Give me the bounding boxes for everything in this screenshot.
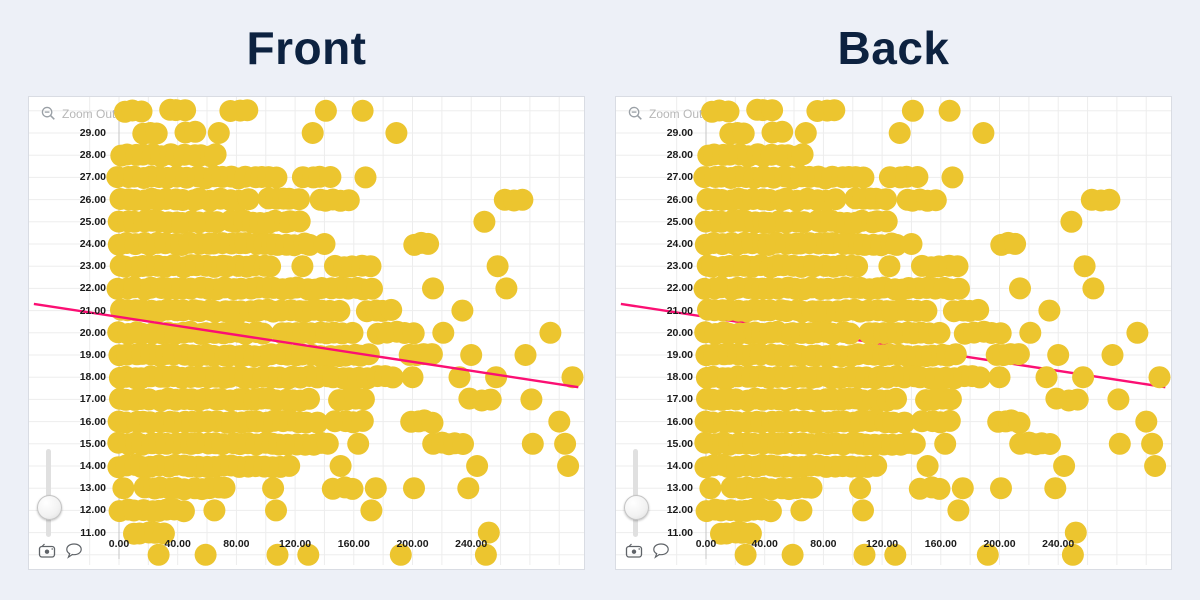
y-tick-label: 24.00 bbox=[79, 238, 106, 250]
y-tick-label: 28.00 bbox=[666, 149, 693, 162]
zoom-out-button[interactable]: Zoom Out bbox=[37, 104, 119, 123]
y-tick-label: 25.00 bbox=[666, 215, 693, 228]
scatter-points bbox=[693, 98, 1171, 566]
x-tick-label: 160.00 bbox=[924, 538, 957, 550]
slider-track[interactable] bbox=[46, 449, 51, 537]
y-tick-label: 11.00 bbox=[667, 526, 693, 539]
y-tick-label: 15.00 bbox=[79, 437, 106, 450]
vertical-zoom-slider[interactable] bbox=[37, 449, 62, 541]
chart-plot-area[interactable] bbox=[616, 97, 1172, 570]
y-tick-label: 27.00 bbox=[666, 171, 693, 184]
y-tick-label: 13.00 bbox=[666, 482, 693, 495]
y-tick-label: 12.00 bbox=[79, 504, 106, 517]
y-tick-label: 24.00 bbox=[666, 238, 693, 250]
y-tick-label: 15.00 bbox=[666, 437, 693, 450]
y-tick-label: 20.00 bbox=[666, 326, 693, 339]
y-tick-label: 16.00 bbox=[666, 415, 693, 428]
slider-knob[interactable] bbox=[37, 495, 62, 520]
panel-back: Back 29.00 28.00 27.00 26.00 25.00 24.00 23.00… bbox=[615, 0, 1172, 570]
panel-title-front: Front bbox=[246, 22, 367, 74]
y-tick-label: 17.00 bbox=[666, 393, 693, 406]
y-tick-label: 20.00 bbox=[79, 326, 106, 339]
y-tick-label: 13.00 bbox=[79, 482, 106, 495]
chart-card-front: 29.00 28.00 27.00 26.00 25.00 24.00 23.00 22.00… bbox=[28, 96, 585, 570]
x-tick-label: 160.00 bbox=[337, 538, 370, 550]
slider-knob[interactable] bbox=[624, 495, 649, 520]
y-tick-label: 18.00 bbox=[666, 371, 693, 384]
comment-icon[interactable] bbox=[651, 540, 671, 560]
y-tick-label: 28.00 bbox=[79, 149, 106, 162]
x-tick-label: 120.00 bbox=[866, 538, 899, 550]
camera-icon[interactable] bbox=[624, 540, 644, 560]
scatter-points bbox=[106, 98, 584, 566]
y-tick-label: 27.00 bbox=[79, 171, 106, 184]
y-tick-label: 11.00 bbox=[80, 526, 106, 539]
y-tick-label: 23.00 bbox=[79, 260, 106, 273]
slider-track[interactable] bbox=[633, 449, 638, 537]
corner-tools bbox=[37, 540, 84, 560]
corner-tools bbox=[624, 540, 671, 560]
x-tick-label: 240.00 bbox=[455, 538, 488, 550]
y-tick-label: 23.00 bbox=[666, 260, 693, 273]
x-tick-label: 240.00 bbox=[1042, 538, 1075, 550]
x-tick-label: 40.00 bbox=[751, 538, 778, 550]
trendline bbox=[33, 302, 579, 389]
y-tick-label: 29.00 bbox=[666, 127, 693, 139]
y-tick-label: 21.00 bbox=[79, 304, 106, 317]
y-tick-label: 29.00 bbox=[79, 127, 106, 139]
y-tick-label: 14.00 bbox=[666, 460, 693, 472]
y-tick-label: 14.00 bbox=[79, 460, 106, 472]
panel-title-back: Back bbox=[837, 22, 950, 74]
chart-plot-area[interactable] bbox=[29, 97, 585, 570]
y-tick-label: 17.00 bbox=[79, 393, 106, 406]
x-tick-label: 40.00 bbox=[164, 538, 191, 550]
x-tick-label: 0.00 bbox=[108, 538, 130, 550]
y-tick-label: 26.00 bbox=[79, 193, 106, 206]
chart-card-back: 29.00 28.00 27.00 26.00 25.00 24.00 23.00 22.00… bbox=[615, 96, 1172, 570]
y-tick-label: 22.00 bbox=[666, 282, 693, 295]
zoom-out-icon bbox=[628, 106, 642, 120]
x-tick-label: 80.00 bbox=[810, 538, 837, 550]
y-tick-label: 21.00 bbox=[666, 304, 693, 317]
y-tick-label: 26.00 bbox=[666, 193, 693, 206]
vertical-zoom-slider[interactable] bbox=[624, 449, 649, 541]
zoom-out-icon bbox=[41, 106, 55, 120]
y-tick-label: 19.00 bbox=[666, 349, 693, 361]
zoom-out-label: Zoom Out bbox=[62, 106, 116, 121]
y-tick-label: 25.00 bbox=[79, 215, 106, 228]
zoom-out-label: Zoom Out bbox=[649, 106, 703, 121]
x-tick-label: 0.00 bbox=[695, 538, 717, 550]
y-tick-label: 16.00 bbox=[79, 415, 106, 428]
x-tick-label: 120.00 bbox=[279, 538, 312, 550]
y-tick-label: 22.00 bbox=[79, 282, 106, 295]
y-tick-label: 18.00 bbox=[79, 371, 106, 384]
x-tick-label: 200.00 bbox=[396, 538, 429, 550]
y-tick-label: 19.00 bbox=[79, 349, 106, 361]
y-tick-label: 12.00 bbox=[666, 504, 693, 517]
x-tick-label: 80.00 bbox=[223, 538, 250, 550]
camera-icon[interactable] bbox=[37, 540, 57, 560]
panel-front: Front 29.00 28.00 27.00 26.00 25.00 24.00 23.0… bbox=[28, 0, 585, 570]
x-tick-label: 200.00 bbox=[983, 538, 1016, 550]
comment-icon[interactable] bbox=[64, 540, 84, 560]
zoom-out-button[interactable]: Zoom Out bbox=[624, 104, 706, 123]
